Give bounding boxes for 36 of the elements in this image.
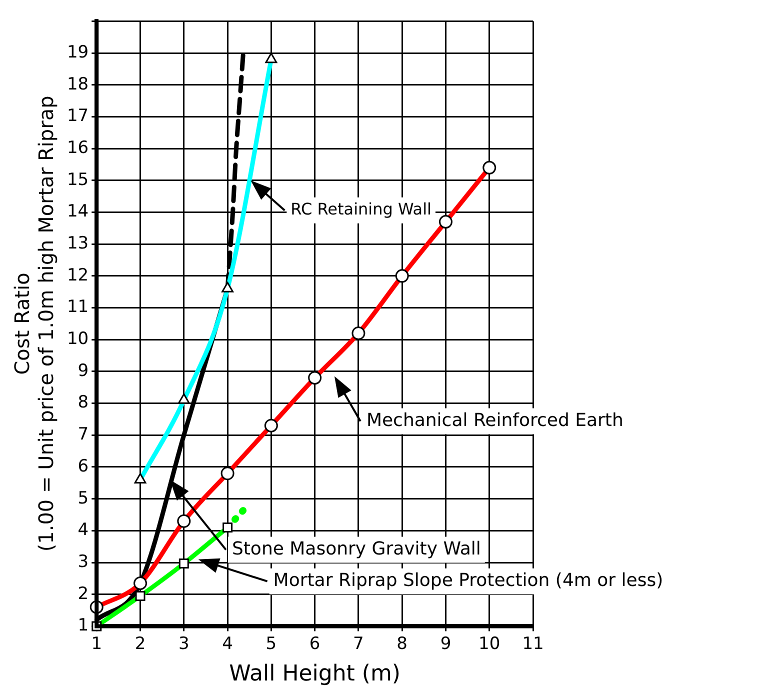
y-tick-label: 9 xyxy=(78,360,89,381)
y-tick-label: 12 xyxy=(66,265,89,286)
y-tick-label: 17 xyxy=(66,106,89,126)
y-tick-label: 7 xyxy=(78,424,89,445)
y-tick-label: 10 xyxy=(66,329,89,350)
y-tick-label: 15 xyxy=(66,170,89,190)
x-axis-title: Wall Height (m) xyxy=(229,662,400,687)
y-tick-label: 4 xyxy=(78,520,89,540)
y-tick-label: 2 xyxy=(78,584,89,604)
x-tick-label: 5 xyxy=(266,634,277,654)
x-tick-label: 4 xyxy=(222,634,233,654)
y-tick-label: 3 xyxy=(78,552,89,572)
y-tick-label: 5 xyxy=(78,488,89,508)
annotation: Mortar Riprap Slope Protection (4m or less) xyxy=(273,570,664,592)
y-tick-label: 8 xyxy=(78,392,89,413)
x-tick-label: 8 xyxy=(396,634,408,654)
y-tick-label: 1 xyxy=(78,616,89,636)
x-tick-label: 9 xyxy=(440,634,452,654)
y-tick-label: 6 xyxy=(78,456,89,476)
y-tick-label: 16 xyxy=(66,138,89,158)
y-tick-label: 14 xyxy=(66,202,89,222)
x-tick-label: 10 xyxy=(478,634,500,654)
annotation: RC Retaining Wall xyxy=(290,200,432,219)
x-tick-label: 2 xyxy=(134,634,146,654)
x-tick-label: 6 xyxy=(309,634,320,654)
y-tick-label: 11 xyxy=(66,297,89,318)
annotation: Stone Masonry Gravity Wall xyxy=(232,538,481,560)
annotation: Mechanical Reinforced Earth xyxy=(366,410,624,431)
x-tick-label: 1 xyxy=(91,634,102,654)
x-tick-label: 11 xyxy=(522,634,544,654)
y-tick-label: 13 xyxy=(66,234,89,254)
y-axis-title: Cost Ratio (1.00 = Unit price of 1.0m high Mortar Riprap xyxy=(10,96,58,552)
x-tick-label: 3 xyxy=(178,634,190,654)
y-tick-label: 19 xyxy=(66,42,89,62)
x-tick-label: 7 xyxy=(353,634,364,654)
y-tick-label: 18 xyxy=(66,74,89,94)
